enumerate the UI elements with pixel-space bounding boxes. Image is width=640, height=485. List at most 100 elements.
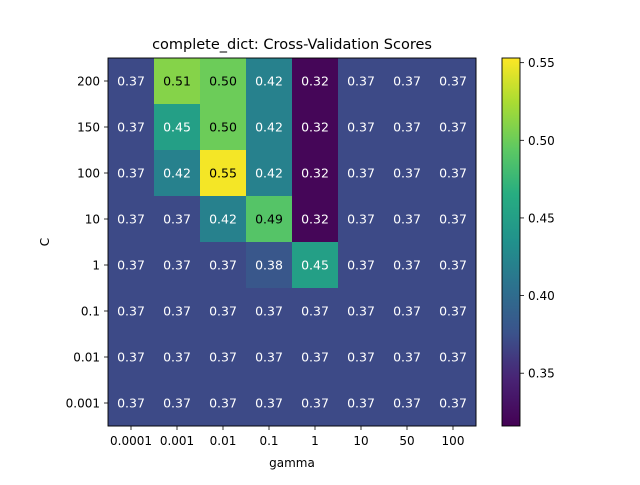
cell-value-label: 0.37 (163, 350, 191, 365)
heatmap-cell (154, 104, 201, 151)
heatmap-cell (108, 334, 155, 381)
heatmap-cell (384, 380, 431, 427)
heatmap-cell (246, 150, 293, 197)
cell-value-label: 0.37 (209, 350, 237, 365)
heatmap-cell (384, 242, 431, 289)
cell-value-label: 0.37 (439, 258, 467, 273)
heatmap-cells (108, 58, 477, 427)
x-axis-label: gamma (269, 456, 315, 470)
cell-value-label: 0.37 (255, 396, 283, 411)
cell-value-label: 0.37 (393, 304, 421, 319)
heatmap-cell (200, 150, 247, 197)
cell-value-label: 0.55 (209, 166, 237, 181)
heatmap-cell (338, 150, 385, 197)
heatmap-cell (338, 334, 385, 381)
cell-value-label: 0.37 (209, 304, 237, 319)
cell-value-label: 0.37 (439, 74, 467, 89)
x-tick-label: 100 (442, 434, 465, 448)
heatmap-cell (430, 58, 477, 105)
heatmap-cell (200, 104, 247, 151)
cell-value-label: 0.37 (301, 396, 329, 411)
cell-value-label: 0.32 (301, 212, 329, 227)
heatmap-cell (430, 288, 477, 335)
heatmap-cell (338, 242, 385, 289)
heatmap-cell-labels: 0.37 0.51 0.50 0.42 0.32 0.37 0.37 0.37 0.37 0.45… (117, 74, 467, 411)
y-tick-label: 100 (77, 167, 100, 181)
heatmap-cell (430, 196, 477, 243)
heatmap-cell (292, 334, 339, 381)
cell-value-label: 0.37 (163, 396, 191, 411)
heatmap-cell (108, 380, 155, 427)
cell-value-label: 0.37 (439, 396, 467, 411)
heatmap-cell (338, 380, 385, 427)
heatmap-cell (338, 196, 385, 243)
heatmap-cell (108, 150, 155, 197)
cell-value-label: 0.37 (347, 304, 375, 319)
heatmap-cell (108, 288, 155, 335)
cell-value-label: 0.37 (347, 396, 375, 411)
cell-value-label: 0.37 (117, 396, 145, 411)
x-tick-label: 1 (311, 434, 319, 448)
heatmap-cell (384, 288, 431, 335)
colorbar (501, 57, 521, 427)
y-tick-label: 0.1 (81, 305, 100, 319)
cell-value-label: 0.37 (117, 350, 145, 365)
heatmap-cell (154, 150, 201, 197)
heatmap-cell (292, 288, 339, 335)
heatmap-cell (338, 104, 385, 151)
x-axis-ticks: 0.0001 0.001 0.01 0.1 1 10 50 100 (110, 426, 464, 448)
x-tick-label: 0.01 (210, 434, 237, 448)
plot-frame (107, 57, 477, 427)
cell-value-label: 0.37 (347, 74, 375, 89)
heatmap-cell (384, 196, 431, 243)
heatmap-cell (292, 196, 339, 243)
heatmap-cell (292, 242, 339, 289)
heatmap-cell (292, 380, 339, 427)
heatmap-cell (108, 58, 155, 105)
heatmap-cell (154, 380, 201, 427)
heatmap-cell (246, 288, 293, 335)
heatmap-cell (108, 104, 155, 151)
x-tick-label: 0.001 (160, 434, 194, 448)
y-tick-label: 10 (85, 213, 100, 227)
y-axis-label: C (38, 238, 52, 246)
chart-title: complete_dict: Cross-Validation Scores (152, 37, 432, 53)
heatmap-cell (108, 242, 155, 289)
y-axis-ticks: 200 150 100 10 1 0.1 0.01 0.001 (66, 75, 108, 411)
cell-value-label: 0.37 (117, 212, 145, 227)
cell-value-label: 0.42 (255, 120, 283, 135)
x-tick-label: 50 (399, 434, 414, 448)
cell-value-label: 0.32 (301, 166, 329, 181)
cell-value-label: 0.42 (209, 212, 237, 227)
heatmap-cell (200, 196, 247, 243)
heatmap-cell (338, 58, 385, 105)
heatmap-cell (200, 334, 247, 381)
heatmap-cell (246, 58, 293, 105)
heatmap-cell (430, 150, 477, 197)
cell-value-label: 0.50 (209, 74, 237, 89)
cell-value-label: 0.37 (439, 212, 467, 227)
cell-value-label: 0.37 (163, 212, 191, 227)
cell-value-label: 0.37 (393, 396, 421, 411)
cell-value-label: 0.37 (347, 166, 375, 181)
heatmap-cell (200, 380, 247, 427)
heatmap-cell (384, 334, 431, 381)
heatmap-cell (246, 104, 293, 151)
cell-value-label: 0.37 (439, 304, 467, 319)
cell-value-label: 0.37 (439, 166, 467, 181)
cell-value-label: 0.37 (117, 166, 145, 181)
cell-value-label: 0.42 (163, 166, 191, 181)
heatmap-cell (338, 288, 385, 335)
cell-value-label: 0.50 (209, 120, 237, 135)
cell-value-label: 0.42 (255, 166, 283, 181)
x-tick-label: 0.0001 (110, 434, 152, 448)
colorbar-ticks: 0.35 0.40 0.45 0.50 0.55 (520, 56, 555, 381)
heatmap-cell (200, 288, 247, 335)
x-tick-label: 0.1 (259, 434, 278, 448)
cell-value-label: 0.37 (163, 304, 191, 319)
cell-value-label: 0.37 (393, 212, 421, 227)
heatmap-cell (200, 242, 247, 289)
cell-value-label: 0.37 (347, 350, 375, 365)
